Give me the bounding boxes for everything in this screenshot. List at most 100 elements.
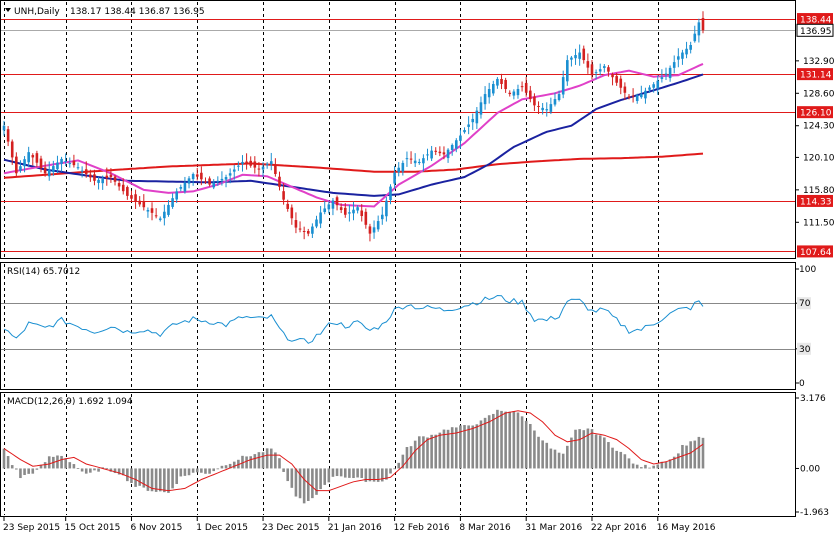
price-level-lines bbox=[1, 19, 795, 252]
candle-body bbox=[249, 160, 253, 166]
macd-histogram-bar bbox=[697, 436, 701, 469]
candle-body bbox=[146, 210, 150, 212]
candle-body bbox=[97, 179, 100, 183]
rsi-level-tag bbox=[797, 297, 811, 310]
macd-histogram-bar bbox=[668, 459, 672, 469]
candle-body bbox=[570, 57, 573, 60]
macd-histogram-bar bbox=[364, 468, 368, 482]
macd-histogram-bar bbox=[401, 454, 405, 469]
macd-histogram-bar bbox=[311, 468, 314, 499]
candle-body bbox=[105, 175, 109, 178]
macd-histogram-bar bbox=[471, 425, 475, 469]
date-tick-label: 1 Dec 2015 bbox=[196, 523, 248, 533]
macd-histogram-bar bbox=[524, 420, 528, 469]
candle-body bbox=[356, 207, 359, 211]
candle-body bbox=[232, 169, 236, 172]
candle-body bbox=[19, 166, 22, 171]
macd-histogram-bar bbox=[163, 468, 166, 493]
candle-body bbox=[274, 164, 277, 175]
candle-body bbox=[512, 91, 516, 96]
candle-body bbox=[163, 211, 166, 219]
rsi-level-tag bbox=[797, 342, 811, 355]
candle-body bbox=[533, 96, 536, 106]
macd-histogram-bar bbox=[72, 464, 76, 469]
candle-body bbox=[578, 52, 581, 59]
date-tick-label: 16 May 2016 bbox=[657, 523, 716, 533]
candle-body bbox=[265, 163, 269, 165]
macd-histogram-bar bbox=[475, 424, 479, 469]
date-tick-label: 23 Dec 2015 bbox=[262, 523, 320, 533]
candle-body bbox=[39, 158, 43, 168]
candle-body bbox=[664, 73, 668, 75]
candle-body bbox=[459, 135, 462, 141]
candle-body bbox=[52, 166, 55, 173]
macd-histogram-bar bbox=[516, 412, 520, 469]
candle-body bbox=[68, 163, 72, 165]
candle-body bbox=[126, 187, 129, 196]
macd-histogram-bar bbox=[545, 442, 549, 469]
macd-histogram-bar bbox=[430, 434, 433, 469]
candle-body bbox=[594, 72, 598, 74]
macd-panel-frame[interactable] bbox=[0, 392, 796, 517]
macd-histogram-bar bbox=[158, 468, 162, 492]
candlesticks bbox=[2, 11, 705, 242]
macd-histogram-bar bbox=[380, 468, 384, 482]
candle-body bbox=[545, 109, 549, 111]
candle-body bbox=[241, 161, 244, 164]
dropdown-triangle-icon[interactable] bbox=[5, 8, 11, 12]
candle-body bbox=[376, 221, 380, 230]
macd-histogram-bar bbox=[389, 468, 392, 474]
candle-body bbox=[220, 178, 224, 181]
current-price-tag-label: 136.95 bbox=[800, 27, 832, 37]
rsi-panel-frame[interactable] bbox=[0, 262, 796, 390]
candle-body bbox=[64, 160, 67, 162]
macd-histogram-bar bbox=[286, 468, 290, 482]
macd-histogram-bar bbox=[339, 468, 343, 477]
price-tick-label: 124.30 bbox=[803, 122, 835, 132]
macd-histogram-bar bbox=[282, 468, 285, 472]
macd-histogram-bar bbox=[434, 434, 438, 469]
candle-body bbox=[479, 102, 483, 115]
macd-histogram-bar bbox=[492, 413, 495, 469]
macd-histogram-bar bbox=[500, 410, 503, 469]
candle-body bbox=[397, 167, 401, 173]
macd-histogram-bar bbox=[417, 436, 421, 469]
macd-histogram-bar bbox=[101, 467, 104, 469]
candle-body bbox=[191, 174, 195, 180]
rsi-line bbox=[3, 294, 704, 344]
macd-histogram-bar bbox=[15, 468, 18, 470]
macd-histogram-bar bbox=[549, 448, 553, 469]
level-price-tag bbox=[797, 68, 833, 81]
macd-histogram-bar bbox=[463, 425, 466, 469]
candle-body bbox=[261, 166, 265, 170]
macd-histogram-bar bbox=[586, 428, 590, 469]
price-panel-frame[interactable] bbox=[0, 0, 796, 259]
candle-body bbox=[434, 150, 438, 152]
candle-body bbox=[504, 79, 507, 90]
macd-histogram-bar bbox=[6, 456, 10, 469]
macd-histogram-bar bbox=[348, 468, 351, 478]
candle-body bbox=[652, 84, 655, 88]
candle-body bbox=[635, 95, 639, 102]
macd-histogram-bar bbox=[603, 437, 606, 469]
candle-body bbox=[648, 87, 651, 90]
macd-histogram-bar bbox=[31, 468, 35, 474]
sma-slow-line bbox=[3, 152, 704, 179]
date-tick-label: 12 Feb 2016 bbox=[394, 523, 450, 533]
macd-histogram-bar bbox=[27, 468, 30, 474]
candle-body bbox=[685, 48, 688, 55]
candle-body bbox=[627, 96, 631, 98]
macd-histogram-bar bbox=[200, 468, 203, 473]
macd-histogram-bar bbox=[660, 461, 664, 469]
candle-body bbox=[253, 161, 257, 168]
candle-body bbox=[656, 80, 660, 89]
candle-body bbox=[492, 83, 495, 94]
macd-histogram-bar bbox=[154, 468, 158, 492]
date-tick-label: 31 Mar 2016 bbox=[525, 523, 582, 533]
macd-histogram-bar bbox=[619, 451, 623, 469]
macd-histogram-bar bbox=[557, 452, 561, 469]
macd-histogram-bar bbox=[426, 437, 429, 469]
candle-body bbox=[150, 208, 154, 213]
macd-histogram-bar bbox=[245, 456, 248, 469]
